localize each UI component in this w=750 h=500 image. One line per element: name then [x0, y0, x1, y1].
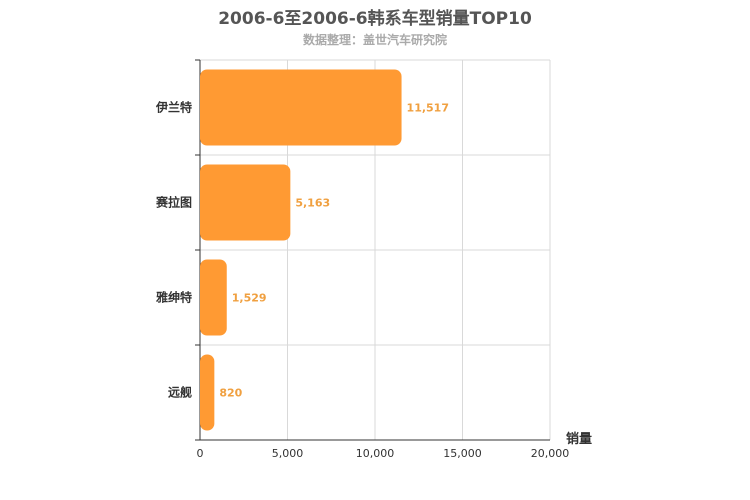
- data-label: 820: [219, 387, 242, 400]
- data-label: 1,529: [232, 292, 267, 305]
- category-label: 远舰: [168, 385, 192, 400]
- x-axis-title: 销量: [566, 431, 592, 447]
- x-tick-label: 20,000: [531, 447, 570, 460]
- bar: [200, 259, 227, 336]
- x-tick-label: 10,000: [356, 447, 395, 460]
- chart-subtitle: 数据整理：盖世汽车研究院: [302, 33, 447, 47]
- x-tick-label: 15,000: [443, 447, 482, 460]
- data-label: 5,163: [295, 197, 330, 210]
- category-label: 雅绅特: [155, 290, 192, 305]
- chart-title: 2006-6至2006-6韩系车型销量TOP10: [218, 9, 532, 29]
- data-label: 11,517: [407, 102, 449, 115]
- bar: [200, 354, 215, 431]
- bar: [200, 69, 402, 146]
- category-label: 赛拉图: [155, 195, 192, 210]
- bar: [200, 164, 291, 241]
- x-tick-label: 0: [197, 447, 204, 460]
- category-label: 伊兰特: [155, 100, 192, 115]
- x-tick-label: 5,000: [272, 447, 304, 460]
